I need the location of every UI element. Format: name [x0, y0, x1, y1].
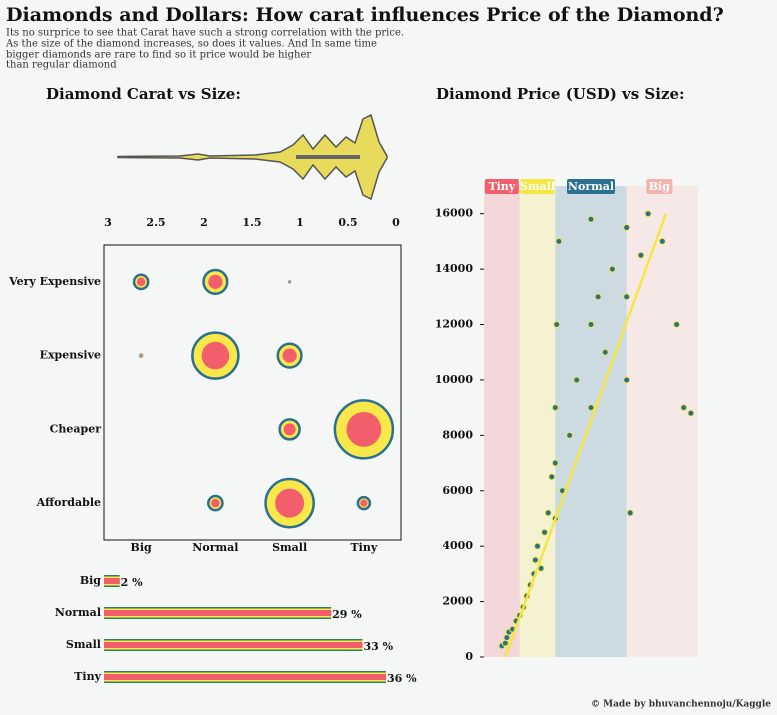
point	[601, 348, 609, 356]
point	[541, 528, 549, 536]
y-tick-label: 8000	[442, 428, 473, 441]
band-label: Small	[520, 180, 555, 193]
panel-title: Diamond Carat vs Size:	[46, 85, 241, 103]
y-tick-label: Very Expensive	[8, 275, 101, 288]
value-label: 33 %	[364, 640, 394, 653]
point	[658, 237, 666, 245]
x-tick-label: Big	[131, 541, 152, 554]
size-band	[519, 186, 556, 657]
x-tick-label: 2.5	[146, 216, 165, 229]
point	[587, 215, 595, 223]
subtitle: As the size of the diamond increases, so…	[5, 39, 377, 50]
subtitle: bigger diamonds are rare to find so it p…	[6, 50, 311, 61]
bar	[104, 642, 363, 648]
bar	[104, 674, 386, 680]
point	[623, 376, 631, 384]
y-tick-label: Expensive	[40, 349, 101, 362]
bubble-core	[283, 423, 296, 436]
point	[587, 404, 595, 412]
size-band	[484, 186, 520, 657]
band-tag	[567, 179, 615, 194]
bubble-frame	[103, 244, 402, 541]
band-tag	[520, 179, 555, 194]
point	[626, 509, 634, 517]
band-tag	[484, 179, 519, 194]
bubble-core	[139, 354, 143, 357]
x-tick-label: Normal	[192, 541, 238, 554]
point	[687, 409, 695, 417]
y-tick-label: Normal	[55, 606, 101, 619]
violin-box	[296, 155, 360, 159]
point	[594, 293, 602, 301]
point	[553, 321, 561, 329]
value-label: 29 %	[332, 608, 362, 621]
y-tick-label: 16000	[435, 207, 474, 220]
bubble-core	[136, 277, 146, 287]
y-tick-label: 12000	[435, 318, 474, 331]
bubble-core	[208, 274, 223, 289]
y-tick-label: 6000	[442, 484, 473, 497]
point	[548, 473, 556, 481]
y-tick-label: 0	[465, 650, 473, 663]
bubble-core	[288, 281, 291, 283]
bubble-core	[275, 488, 305, 518]
point	[623, 293, 631, 301]
band-tag	[646, 179, 673, 194]
subtitle: than regular diamond	[6, 60, 117, 71]
band-label: Tiny	[488, 180, 515, 193]
point	[587, 321, 595, 329]
x-tick-label: 2	[200, 216, 208, 229]
y-tick-label: 10000	[435, 373, 474, 386]
trend-line	[504, 213, 668, 658]
panel-title: Diamond Price (USD) vs Size:	[436, 85, 685, 103]
bubble-core	[360, 499, 368, 507]
subtitle: Its no surprice to see that Carat have s…	[6, 28, 404, 39]
point	[501, 639, 509, 647]
point	[573, 376, 581, 384]
band-label: Normal	[568, 180, 614, 193]
size-band	[626, 186, 698, 657]
point	[551, 459, 559, 467]
x-tick-label: 0.5	[338, 216, 357, 229]
point	[644, 210, 652, 218]
band-label: Big	[649, 180, 670, 193]
point	[566, 431, 574, 439]
violin-body	[117, 113, 388, 201]
point	[534, 542, 541, 550]
y-tick-label: 2000	[442, 595, 473, 608]
credit: © Made by bhuvanchennoju/Kaggle	[591, 700, 771, 710]
point	[608, 265, 616, 273]
value-label: 36 %	[387, 672, 417, 685]
point	[673, 321, 681, 329]
y-tick-label: Big	[80, 574, 101, 587]
y-tick-label: Small	[66, 638, 101, 651]
bar	[104, 610, 332, 616]
point	[544, 509, 552, 517]
point	[531, 556, 539, 564]
point	[551, 404, 559, 412]
bubble-core	[201, 341, 230, 370]
bar	[104, 578, 120, 584]
x-tick-label: 0	[392, 216, 400, 229]
y-tick-label: Cheaper	[50, 422, 102, 435]
bubble-core	[211, 498, 220, 508]
point	[680, 404, 688, 412]
point	[555, 237, 563, 245]
x-tick-label: 1.5	[242, 216, 261, 229]
title: Diamonds and Dollars: How carat influenc…	[6, 4, 724, 26]
value-label: 2 %	[121, 576, 143, 589]
bubble-core	[346, 411, 382, 447]
y-tick-label: Tiny	[74, 670, 101, 683]
x-tick-label: 1	[296, 216, 304, 229]
bubble-core	[282, 348, 297, 363]
x-tick-label: Small	[272, 541, 307, 554]
y-tick-label: 4000	[442, 539, 473, 552]
point	[623, 224, 631, 232]
y-tick-label: 14000	[435, 262, 474, 275]
x-tick-label: 3	[104, 216, 112, 229]
point	[637, 251, 645, 259]
y-tick-label: Affordable	[36, 496, 101, 509]
x-tick-label: Tiny	[350, 541, 377, 554]
